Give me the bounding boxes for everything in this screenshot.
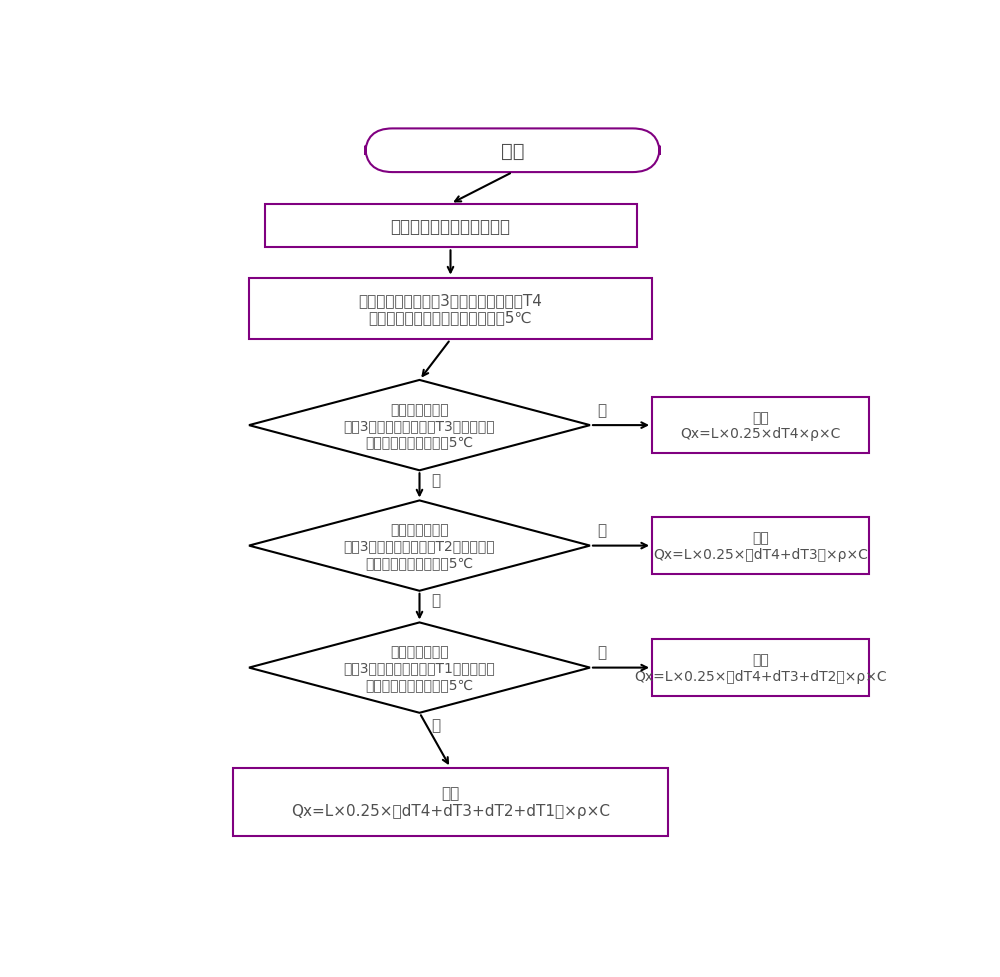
- Text: 开始: 开始: [501, 142, 524, 160]
- FancyBboxPatch shape: [264, 204, 637, 248]
- Text: 计算
Qx=L×0.25×（dT4+dT3+dT2+dT1）×ρ×C: 计算 Qx=L×0.25×（dT4+dT3+dT2+dT1）×ρ×C: [291, 786, 610, 818]
- Polygon shape: [249, 501, 590, 591]
- Text: 计算
Qx=L×0.25×dT4×ρ×C: 计算 Qx=L×0.25×dT4×ρ×C: [680, 410, 841, 441]
- Text: 第三温度传感器
连续3分钟内采集的温度T3一直处于下
降中，且温度下降大于5℃: 第三温度传感器 连续3分钟内采集的温度T3一直处于下 降中，且温度下降大于5℃: [344, 403, 495, 448]
- Text: 否: 否: [598, 645, 607, 659]
- Text: 是: 是: [431, 472, 440, 488]
- Text: 是: 是: [431, 718, 440, 733]
- Text: 第二温度传感器
连续3分钟内采集的温度T2一直处于下
降中，且温度下降大于5℃: 第二温度传感器 连续3分钟内采集的温度T2一直处于下 降中，且温度下降大于5℃: [344, 523, 495, 570]
- Text: 第一温度传感器
连续3分钟内采集的温度T1一直处于下
降中，且温度下降大于5℃: 第一温度传感器 连续3分钟内采集的温度T1一直处于下 降中，且温度下降大于5℃: [344, 645, 495, 691]
- FancyBboxPatch shape: [652, 518, 869, 574]
- Polygon shape: [249, 622, 590, 713]
- Polygon shape: [249, 381, 590, 471]
- FancyBboxPatch shape: [233, 768, 668, 835]
- Text: 是: 是: [431, 593, 440, 608]
- Text: 否: 否: [598, 523, 607, 537]
- Text: 否: 否: [598, 403, 607, 417]
- FancyBboxPatch shape: [652, 398, 869, 454]
- Text: 计算
Qx=L×0.25×（dT4+dT3+dT2）×ρ×C: 计算 Qx=L×0.25×（dT4+dT3+dT2）×ρ×C: [634, 653, 887, 683]
- Text: 实时检测水箱内水温的变化: 实时检测水箱内水温的变化: [390, 217, 511, 235]
- Text: 计算
Qx=L×0.25×（dT4+dT3）×ρ×C: 计算 Qx=L×0.25×（dT4+dT3）×ρ×C: [653, 531, 868, 561]
- FancyBboxPatch shape: [249, 278, 652, 340]
- Text: 第四温度传感器连续3分钟内采集的温度T4
一直处于下降中，且温度下降大于5℃: 第四温度传感器连续3分钟内采集的温度T4 一直处于下降中，且温度下降大于5℃: [359, 293, 542, 325]
- FancyBboxPatch shape: [365, 129, 660, 173]
- FancyBboxPatch shape: [652, 640, 869, 697]
